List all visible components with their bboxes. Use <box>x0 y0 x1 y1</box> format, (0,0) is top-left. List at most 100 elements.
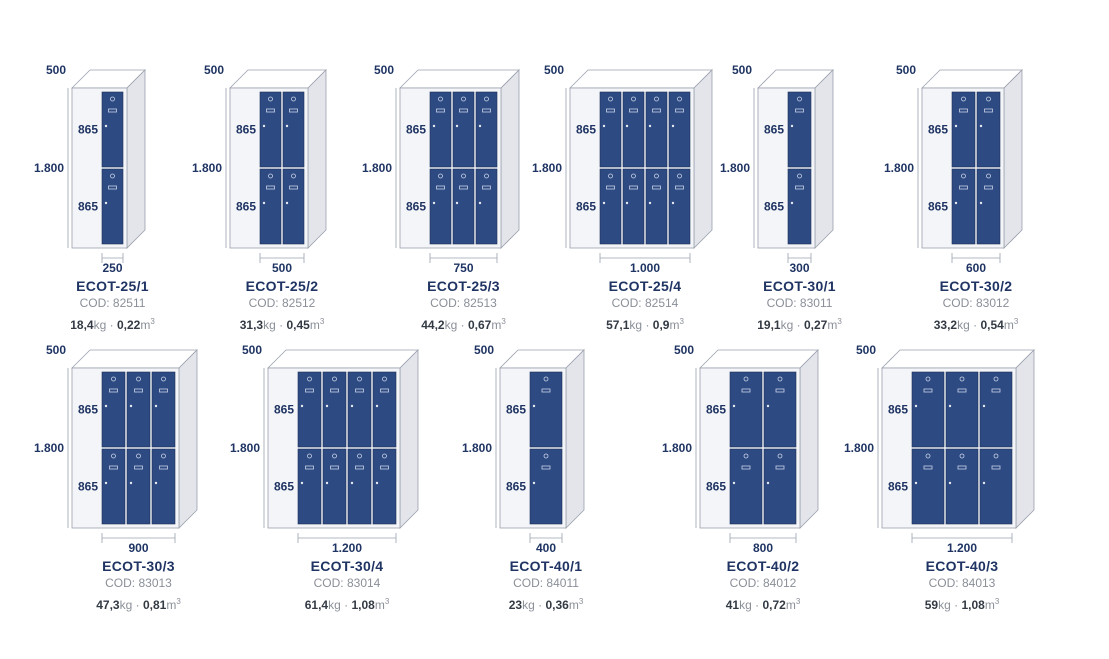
door-handle-icon <box>923 388 933 393</box>
model-code: COD: 83011 <box>690 295 910 312</box>
compartment-height-label: 865 <box>236 123 256 137</box>
model-code: COD: 84011 <box>436 575 656 592</box>
volume-exponent: 3 <box>679 317 684 326</box>
door-vent-icon <box>631 96 636 102</box>
weight-unit: kg <box>328 598 341 612</box>
locker-info: ECOT-30/1 COD: 83011 19,1kg · 0,27m3 <box>690 278 910 334</box>
door-handle-icon <box>959 185 968 190</box>
locker-card: 500 1.800 865 865 750 ECOT-25/3 COD: 82513 44,2… <box>360 58 590 332</box>
door-lock-icon <box>625 124 629 128</box>
locker-diagram: 500 1.800 865 865 1.200 <box>844 343 1035 555</box>
door-handle-icon <box>305 465 314 470</box>
door-vent-icon <box>654 96 659 102</box>
locker-door <box>951 91 976 168</box>
separator: · <box>460 318 465 332</box>
door-handle-icon <box>629 108 638 113</box>
locker-diagram: 500 1.800 865 865 800 <box>662 343 819 555</box>
door-vent-icon <box>136 453 141 459</box>
door-lock-icon <box>766 404 770 408</box>
locker-door <box>259 168 282 245</box>
door-handle-icon <box>289 185 298 190</box>
door-lock-icon <box>954 124 958 128</box>
locker-door <box>911 448 945 525</box>
model-code: COD: 83013 <box>29 575 249 592</box>
locker-door <box>101 91 124 168</box>
width-label: 500 <box>272 261 292 275</box>
height-label: 1.800 <box>192 161 222 175</box>
door-vent-icon <box>959 376 965 382</box>
door-handle-icon <box>380 465 389 470</box>
volume-unit: m <box>785 598 796 612</box>
door-handle-icon <box>957 388 967 393</box>
door-lock-icon <box>979 124 983 128</box>
volume-value: 0,36 <box>545 598 569 612</box>
door-handle-icon <box>159 388 168 393</box>
door-vent-icon <box>986 173 991 179</box>
door-vent-icon <box>307 376 312 382</box>
code-prefix: COD: <box>313 576 344 590</box>
weight-value: 59 <box>924 598 939 612</box>
door-lock-icon <box>375 404 379 408</box>
model-code: COD: 84012 <box>653 575 873 592</box>
locker-door <box>763 448 797 525</box>
depth-label: 500 <box>374 63 394 77</box>
locker-diagram: 500 1.800 865 865 1.000 <box>532 63 713 275</box>
door-vent-icon <box>743 376 749 382</box>
locker-door <box>151 371 176 448</box>
volume-exponent: 3 <box>578 597 584 606</box>
weight-value: 19,1 <box>757 318 781 332</box>
locker-card: 500 1.800 865 865 500 ECOT-25/2 COD: 82512 31,3… <box>190 58 420 332</box>
separator: · <box>973 318 978 332</box>
volume-exponent: 3 <box>1013 317 1019 326</box>
door-vent-icon <box>654 173 659 179</box>
code-value: 83014 <box>346 576 381 590</box>
locker-diagram: 500 1.800 865 865 250 <box>34 63 146 275</box>
door-vent-icon <box>484 96 489 102</box>
code-value: 83011 <box>799 296 833 310</box>
door-lock-icon <box>350 404 354 408</box>
volume-value: 0,45 <box>286 318 310 332</box>
volume-value: 1,08 <box>351 598 375 612</box>
door-handle-icon <box>305 388 314 393</box>
locker-diagram: 500 1.800 865 865 500 <box>192 63 327 275</box>
door-lock-icon <box>671 124 675 128</box>
locker-info: ECOT-40/3 COD: 84013 59kg · 1,08m3 <box>852 558 1072 614</box>
door-vent-icon <box>484 173 489 179</box>
locker-diagram: 500 1.800 865 865 300 <box>720 63 834 275</box>
weight-value: 33,2 <box>933 318 958 332</box>
door-lock-icon <box>129 404 133 408</box>
compartment-height-label: 865 <box>274 403 294 417</box>
door-handle-icon <box>606 185 615 190</box>
depth-label: 500 <box>674 343 694 357</box>
door-handle-icon <box>436 108 445 113</box>
volume-unit: m <box>1003 318 1014 332</box>
locker-door <box>322 448 347 525</box>
model-code: COD: 82513 <box>354 295 574 312</box>
locker-door <box>429 91 452 168</box>
door-handle-icon <box>330 388 339 393</box>
width-label: 1.200 <box>332 541 362 555</box>
height-label: 1.800 <box>720 161 750 175</box>
locker-side-face <box>307 69 327 249</box>
separator: · <box>645 318 650 332</box>
door-vent-icon <box>438 96 443 102</box>
door-lock-icon <box>262 124 266 128</box>
door-handle-icon <box>355 465 364 470</box>
weight-unit: kg <box>938 598 951 612</box>
door-handle-icon <box>109 388 118 393</box>
depth-label: 500 <box>732 63 752 77</box>
model-name: ECOT-25/2 <box>245 278 319 294</box>
separator: · <box>344 598 349 612</box>
door-lock-icon <box>790 124 794 128</box>
locker-side-face <box>178 349 198 529</box>
separator: · <box>755 598 760 612</box>
model-specs: 57,1kg · 0,9m3 <box>535 313 755 334</box>
door-handle-icon <box>159 465 168 470</box>
compartment-height-label: 865 <box>576 123 596 137</box>
door-vent-icon <box>161 376 166 382</box>
door-handle-icon <box>984 185 993 190</box>
locker-door <box>787 91 812 168</box>
door-handle-icon <box>795 185 804 190</box>
door-lock-icon <box>375 481 379 485</box>
width-label: 400 <box>536 541 556 555</box>
